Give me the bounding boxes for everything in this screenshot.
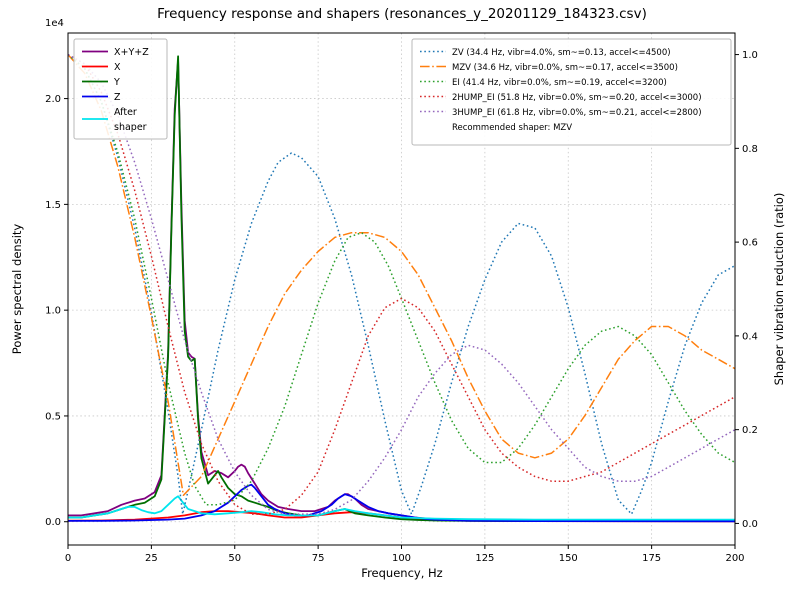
legend-shapers-label: 2HUMP_EI (51.8 Hz, vibr=0.0%, sm~=0.20, … [452,93,702,103]
x-tick-label: 0 [65,553,71,564]
legend-psd-label: X+Y+Z [114,47,149,58]
y-left-tick-label: 2.0 [45,94,61,105]
legend-psd-label: After [114,107,137,118]
legend-shapers-label: MZV (34.6 Hz, vibr=0.0%, sm~=0.17, accel… [452,63,678,73]
x-tick-label: 125 [475,553,494,564]
y-right-tick-label: 0.2 [742,425,758,436]
series-after-shaper [68,495,735,521]
series-3hump-ei [67,53,736,515]
x-tick-label: 25 [145,553,158,564]
legend-psd-label: shaper [114,122,147,133]
legend-psd-label: Y [113,77,120,88]
x-tick-label: 200 [725,553,744,564]
y-right-tick-label: 0.4 [742,331,758,342]
legend-shapers-label: ZV (34.4 Hz, vibr=4.0%, sm~=0.13, accel<… [452,48,671,58]
legend-shapers [411,38,732,146]
x-tick-label: 50 [228,553,241,564]
legend-psd [73,38,168,140]
x-tick-label: 150 [559,553,578,564]
y-right-tick-label: 0.8 [742,144,758,155]
legend-shapers-note: Recommended shaper: MZV [452,123,572,133]
legend-psd-label: X [114,62,121,73]
series-mzv [67,54,736,497]
series-y [68,55,735,522]
legend-psd-label: Z [114,92,121,103]
y-right-tick-label: 0.0 [742,519,758,530]
y-right-tick-label: 0.6 [742,238,758,249]
y-left-tick-label: 1.5 [45,200,61,211]
x-axis-label: Frequency, Hz [361,566,443,580]
y-left-tick-label: 0.5 [45,411,61,422]
chart-title: Frequency response and shapers (resonanc… [157,6,647,22]
series-ei [67,54,736,506]
y-left-tick-label: 0.0 [45,517,61,528]
series-2hump-ei [67,53,736,515]
y-left-tick-label: 1.0 [45,306,61,317]
x-tick-label: 175 [642,553,661,564]
series-zv [67,54,736,515]
legend-shapers-label: 3HUMP_EI (61.8 Hz, vibr=0.0%, sm~=0.21, … [452,108,702,118]
y-right-tick-label: 1.0 [742,50,758,61]
legend-shapers-label: EI (41.4 Hz, vibr=0.0%, sm~=0.19, accel<… [452,78,667,88]
y-left-scale-offset: 1e4 [45,18,64,29]
x-tick-label: 75 [312,553,325,564]
x-tick-label: 100 [392,553,411,564]
